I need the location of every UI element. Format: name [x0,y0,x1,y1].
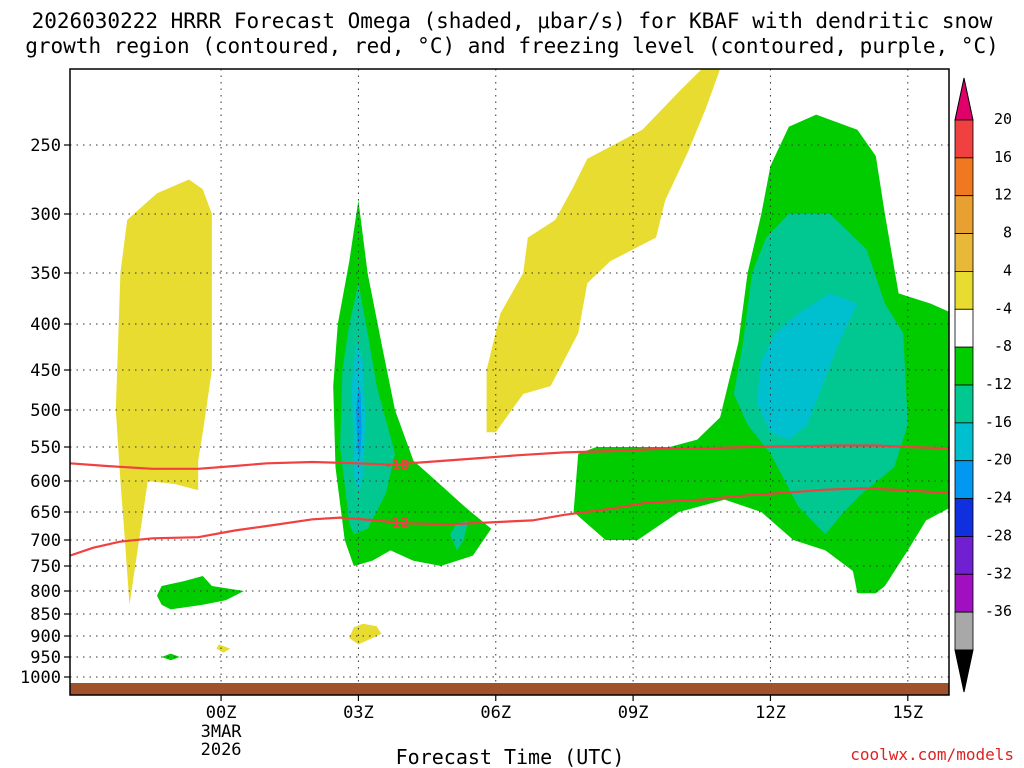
omega-region-rising-yellow-small1 [349,623,382,645]
y-tick-label-950: 950 [30,648,61,668]
colorbar-label: -4 [994,299,1012,317]
colorbar-label: 8 [1003,224,1012,242]
colorbar-label: 12 [994,186,1012,204]
y-tick-label-350: 350 [30,264,61,284]
omega-region-sinking-blue-plume03 [356,386,362,461]
y-tick-label-650: 650 [30,503,61,523]
colorbar-label: 20 [994,110,1012,128]
contour-label-dendritic-minus12: -12 [386,516,410,531]
colorbar-swatch [954,119,974,159]
plot-frame [69,68,950,696]
colorbar-label: -32 [985,564,1012,582]
colorbar-swatch [954,460,974,499]
colorbar-bottom-arrow [954,649,974,693]
colorbar-label: -16 [985,413,1012,431]
x-tick-label-12Z: 12Z [755,703,786,723]
colorbar-swatch [954,195,974,234]
chart-title-line2: growth region (contoured, red, °C) and f… [25,34,999,58]
contour-dendritic-minus18 [70,444,949,470]
colorbar-label: 4 [1003,261,1012,279]
x-tick-label-00Z: 00Z [206,703,237,723]
contour-dendritic-minus12 [70,487,949,557]
y-tick-label-900: 900 [30,627,61,647]
x-axis-label: Forecast Time (UTC) [396,745,625,768]
y-tick-label-750: 750 [30,557,61,577]
colorbar-label: -12 [985,375,1012,393]
x-tick-label-09Z: 09Z [618,703,649,723]
colorbar-label: -36 [985,602,1012,620]
y-tick-label-1000: 1000 [20,668,61,688]
colorbar-swatch [954,157,974,197]
y-tick-label-400: 400 [30,315,61,335]
omega-region-rising-yellow-left [115,179,212,605]
x-tick-date-line2: 2026 [201,740,242,760]
y-tick-label-250: 250 [30,136,61,156]
x-tick-label-06Z: 06Z [480,703,511,723]
credit-label: coolwx.com/models [850,745,1014,764]
chart-title-line1: 2026030222 HRRR Forecast Omega (shaded, … [32,9,993,33]
colorbar-label: 16 [994,148,1012,166]
colorbar-swatch [954,536,974,575]
omega-region-sinking-teal-small [450,520,469,551]
omega-region-sinking-cyan-right [756,293,858,440]
y-tick-label-600: 600 [30,472,61,492]
y-tick-label-700: 700 [30,531,61,551]
contour-label-dendritic-minus18: -18 [386,459,410,474]
colorbar-swatch [954,573,974,613]
omega-region-rising-yellow-small2 [216,644,231,653]
omega-region-rising-yellow-upper [486,69,721,433]
y-tick-label-500: 500 [30,401,61,421]
colorbar-swatch [954,498,974,537]
colorbar-swatch [954,384,974,424]
y-tick-label-300: 300 [30,205,61,225]
colorbar-swatch [954,233,974,272]
y-tick-label-850: 850 [30,605,61,625]
x-tick-label-15Z: 15Z [892,703,923,723]
colorbar-label: -20 [985,451,1012,469]
colorbar-swatch [954,346,974,386]
y-tick-label-800: 800 [30,582,61,602]
colorbar-top-arrow [954,77,974,121]
colorbar-swatch [954,308,974,348]
colorbar-label: -24 [985,489,1012,507]
x-tick-label-03Z: 03Z [343,703,374,723]
colorbar-swatch [954,422,974,462]
omega-region-sinking-green-left [157,576,244,610]
omega-region-sinking-green-tiny [161,653,180,661]
ground-band [70,683,949,695]
y-tick-label-450: 450 [30,361,61,381]
y-tick-label-550: 550 [30,438,61,458]
colorbar-swatch [954,611,974,651]
colorbar-label: -8 [994,337,1012,355]
colorbar-label: -28 [985,526,1012,544]
colorbar-swatch [954,271,974,310]
x-tick-date-line1: 3MAR [201,722,243,742]
